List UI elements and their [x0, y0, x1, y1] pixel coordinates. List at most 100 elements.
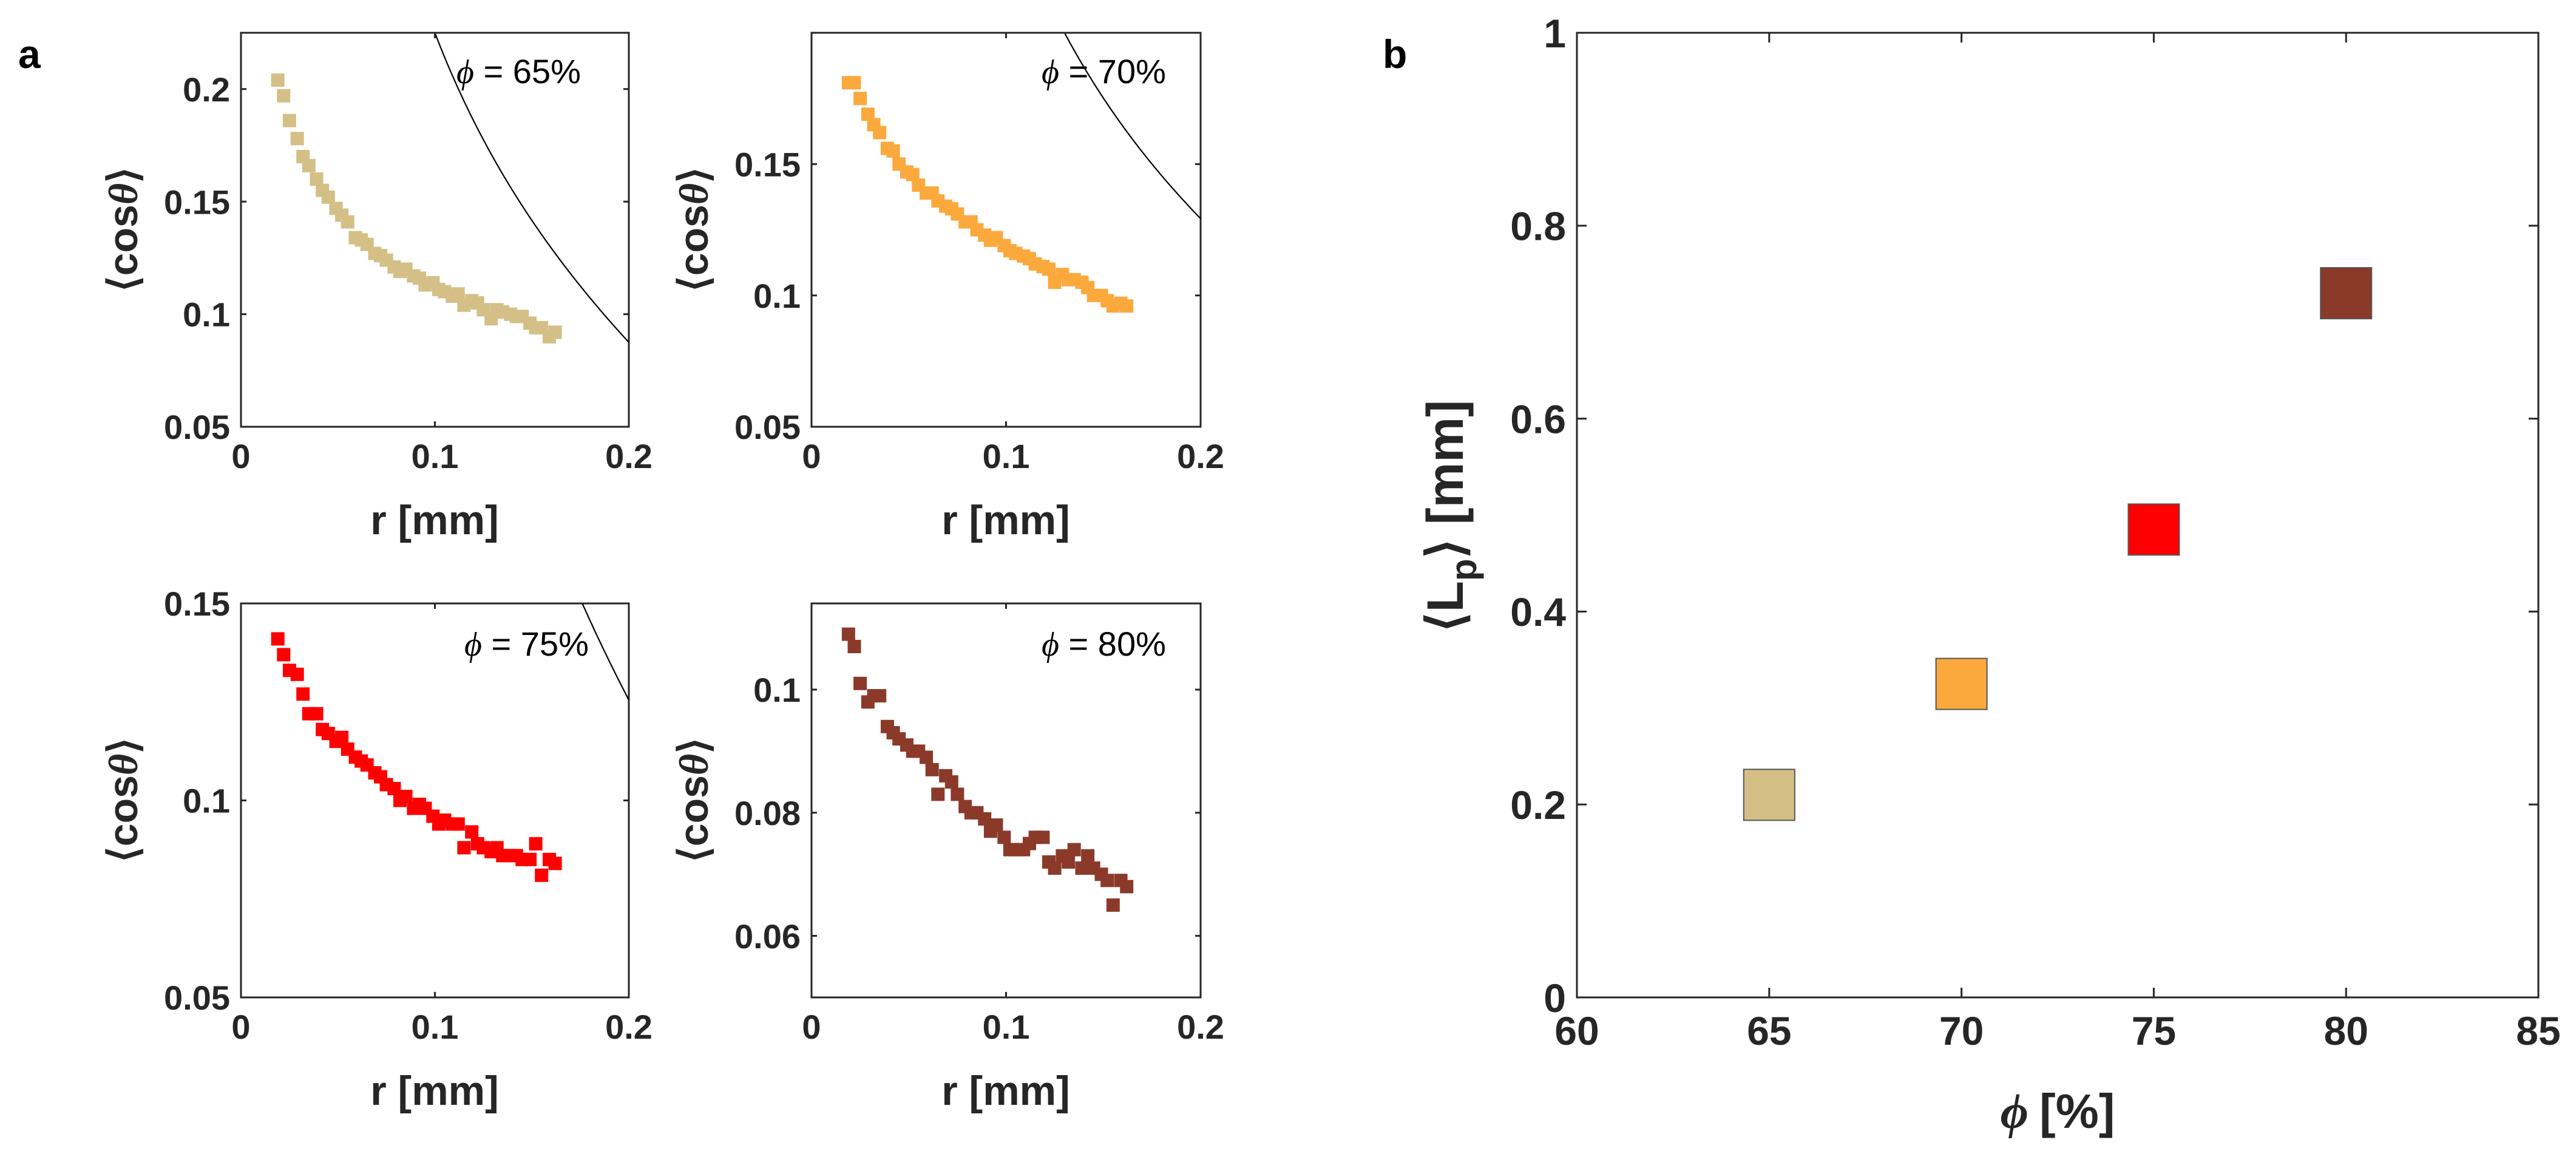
- x-tick-label: 85: [2516, 1008, 2560, 1053]
- data-point: [847, 640, 861, 653]
- y-tick-label: 0.05: [734, 408, 801, 446]
- y-tick-label: 0.1: [753, 277, 801, 315]
- x-axis-label: r [mm]: [941, 497, 1070, 543]
- data-point: [1935, 657, 1988, 710]
- y-tick-label: 0.15: [734, 145, 801, 183]
- y-axis-label: ⟨cosθ⟩: [100, 167, 146, 292]
- data-point: [951, 787, 964, 801]
- x-label-phi: ϕ: [2001, 1085, 2029, 1139]
- data-point: [399, 790, 413, 803]
- data-point: [548, 325, 562, 339]
- data-point: [451, 287, 465, 301]
- y-tick-label: 0.05: [164, 408, 230, 446]
- data-points: [841, 627, 1134, 912]
- plot-frame: [240, 32, 630, 428]
- data-point: [2320, 267, 2373, 319]
- data-point: [465, 825, 479, 839]
- data-point: [1081, 849, 1095, 863]
- x-tick-label: 0.1: [983, 1008, 1030, 1046]
- x-tick-label: 0: [802, 437, 821, 475]
- data-point: [1106, 898, 1120, 912]
- x-axis-label: ϕ [%]: [2001, 1084, 2115, 1139]
- x-tick-label: 0.2: [605, 437, 652, 475]
- y-axis-ticks: 0.05 0.1 0.15: [164, 585, 629, 1017]
- data-points: [841, 76, 1134, 313]
- chart-phi-65: 0 0.1 0.2 0.05 0.1 0.15 0.2 ϕ = 65% r [mm] ⟨c…: [100, 32, 652, 543]
- y-label-close: ⟩: [671, 738, 717, 754]
- data-point: [886, 144, 900, 158]
- data-point: [944, 775, 958, 789]
- y-label-open: ⟨L: [1417, 581, 1474, 632]
- data-point: [931, 787, 945, 801]
- phi-annotation: ϕ = 65%: [456, 52, 581, 91]
- data-point: [290, 132, 304, 146]
- data-point: [529, 837, 543, 851]
- data-point: [1048, 861, 1062, 875]
- data-point: [925, 762, 939, 776]
- chart-phi-75: 0 0.1 0.2 0.05 0.1 0.15 ϕ = 75% r [mm] ⟨cosθ…: [100, 585, 652, 1114]
- y-axis-label: ⟨cosθ⟩: [671, 167, 717, 292]
- y-tick-label: 1: [1544, 11, 1566, 56]
- data-point: [1075, 861, 1089, 875]
- data-point: [873, 689, 887, 703]
- x-axis-ticks: 0 0.1 0.2: [231, 33, 652, 475]
- data-point: [978, 812, 992, 826]
- data-point: [302, 158, 316, 172]
- data-point: [341, 215, 354, 229]
- data-point: [277, 648, 291, 662]
- x-tick-label: 0.1: [983, 437, 1030, 475]
- y-label-theta: θ: [100, 183, 146, 205]
- data-point: [1743, 769, 1795, 821]
- data-points: [1743, 267, 2373, 821]
- y-tick-label: 0.4: [1510, 589, 1566, 634]
- y-label-open: ⟨cos: [100, 775, 146, 863]
- x-axis-ticks: 0 0.1 0.2: [231, 603, 652, 1046]
- data-point: [387, 782, 401, 795]
- data-point: [1120, 880, 1134, 894]
- y-tick-label: 0.05: [164, 979, 230, 1017]
- data-point: [906, 168, 920, 182]
- phi-annotation: ϕ = 70%: [1042, 52, 1166, 91]
- plot-frame: [810, 32, 1202, 428]
- data-point: [296, 687, 310, 701]
- data-point: [523, 852, 537, 866]
- data-point: [335, 730, 349, 744]
- data-point: [271, 73, 285, 87]
- x-axis-ticks: 0 0.1 0.2: [802, 33, 1224, 475]
- data-point: [1120, 299, 1134, 313]
- data-point: [290, 667, 304, 681]
- data-point: [920, 750, 934, 764]
- data-point: [457, 841, 471, 855]
- data-points: [271, 73, 562, 344]
- data-point: [873, 126, 887, 140]
- y-axis-label: ⟨Lp⟩ [mm]: [1417, 400, 1484, 632]
- data-point: [310, 707, 324, 721]
- data-point: [847, 76, 861, 90]
- y-tick-label: 0.15: [164, 585, 230, 623]
- x-tick-label: 80: [2323, 1008, 2368, 1053]
- y-label-theta: θ: [671, 183, 717, 205]
- x-tick-label: 0: [231, 1008, 250, 1046]
- y-label-open: ⟨cos: [100, 205, 146, 292]
- data-point: [1042, 262, 1056, 276]
- phi-value: = 80%: [1059, 625, 1166, 663]
- data-point: [277, 89, 291, 103]
- data-point: [1062, 855, 1076, 869]
- y-tick-label: 0.6: [1510, 396, 1566, 441]
- y-label-open: ⟨cos: [671, 775, 717, 863]
- x-tick-label: 0: [231, 437, 250, 475]
- y-tick-label: 0.8: [1510, 204, 1566, 249]
- data-point: [841, 627, 855, 641]
- data-point: [997, 830, 1011, 844]
- y-label-close: ⟩: [100, 738, 146, 754]
- y-axis-ticks: 0.05 0.1 0.15: [734, 145, 1201, 446]
- chart-phi-70: 0 0.1 0.2 0.05 0.1 0.15 ϕ = 70% r [mm] ⟨cosθ…: [671, 32, 1224, 543]
- y-label-close: ⟩: [100, 167, 146, 183]
- y-tick-label: 0.06: [734, 917, 801, 956]
- phi-value: = 70%: [1059, 52, 1166, 90]
- y-label-theta: θ: [100, 754, 146, 775]
- x-axis-ticks: 0 0.1 0.2: [802, 603, 1224, 1046]
- data-point: [861, 107, 875, 121]
- data-point: [2127, 503, 2180, 556]
- phi-value: = 65%: [474, 52, 581, 90]
